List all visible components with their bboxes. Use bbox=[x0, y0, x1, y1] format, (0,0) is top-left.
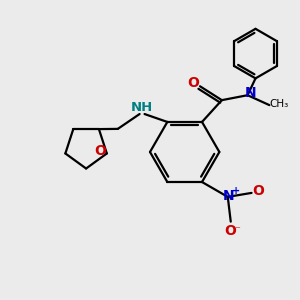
Text: +: + bbox=[232, 186, 240, 196]
Text: O: O bbox=[187, 76, 199, 90]
Text: O: O bbox=[224, 224, 236, 238]
Text: O: O bbox=[94, 145, 106, 158]
Text: O: O bbox=[253, 184, 264, 198]
Text: N: N bbox=[223, 189, 235, 203]
Text: N: N bbox=[245, 86, 256, 100]
Text: CH₃: CH₃ bbox=[270, 99, 289, 109]
Text: ⁻: ⁻ bbox=[235, 226, 241, 236]
Text: NH: NH bbox=[130, 100, 153, 114]
